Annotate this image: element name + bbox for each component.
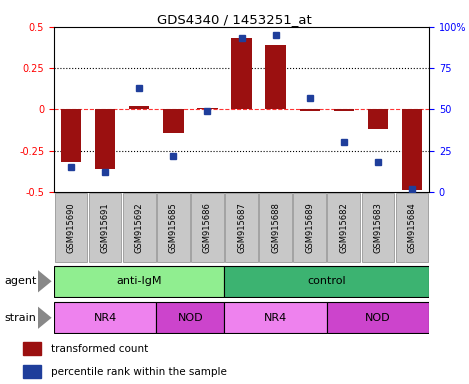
Bar: [61, 109, 81, 162]
Bar: [163, 109, 183, 132]
Bar: [225, 302, 327, 333]
Text: NOD: NOD: [365, 313, 391, 323]
Bar: [225, 193, 258, 262]
Bar: [402, 109, 422, 190]
Bar: [362, 193, 394, 262]
Text: transformed count: transformed count: [51, 344, 148, 354]
Text: GDS4340 / 1453251_at: GDS4340 / 1453251_at: [157, 13, 312, 26]
Bar: [129, 106, 150, 109]
Bar: [54, 266, 225, 297]
Bar: [259, 193, 292, 262]
Text: anti-IgM: anti-IgM: [116, 276, 162, 286]
Text: GSM915686: GSM915686: [203, 202, 212, 253]
Text: GSM915684: GSM915684: [408, 202, 416, 253]
Bar: [368, 109, 388, 129]
Bar: [225, 266, 429, 297]
Text: percentile rank within the sample: percentile rank within the sample: [51, 367, 227, 377]
Text: GSM915689: GSM915689: [305, 202, 314, 253]
Bar: [23, 365, 41, 378]
Text: control: control: [308, 276, 346, 286]
Text: strain: strain: [5, 313, 37, 323]
Bar: [265, 45, 286, 109]
Bar: [54, 193, 87, 262]
Bar: [300, 109, 320, 111]
Bar: [197, 108, 218, 109]
Text: GSM915685: GSM915685: [169, 202, 178, 253]
Text: NOD: NOD: [178, 313, 203, 323]
Text: agent: agent: [5, 276, 37, 286]
Text: GSM915690: GSM915690: [67, 202, 76, 253]
Bar: [157, 193, 189, 262]
Text: GSM915683: GSM915683: [373, 202, 383, 253]
Bar: [95, 109, 115, 169]
Polygon shape: [38, 306, 52, 329]
Bar: [191, 193, 224, 262]
Bar: [54, 302, 156, 333]
Bar: [156, 302, 225, 333]
Text: GSM915692: GSM915692: [135, 202, 144, 253]
Text: GSM915691: GSM915691: [100, 202, 110, 253]
Bar: [89, 193, 121, 262]
Bar: [231, 38, 252, 109]
Text: NR4: NR4: [264, 313, 287, 323]
Bar: [396, 193, 429, 262]
Bar: [327, 302, 429, 333]
Bar: [294, 193, 326, 262]
Polygon shape: [38, 270, 52, 293]
Bar: [23, 342, 41, 355]
Text: NR4: NR4: [93, 313, 117, 323]
Text: GSM915682: GSM915682: [340, 202, 348, 253]
Bar: [123, 193, 156, 262]
Bar: [333, 109, 354, 111]
Bar: [327, 193, 360, 262]
Text: GSM915688: GSM915688: [271, 202, 280, 253]
Text: GSM915687: GSM915687: [237, 202, 246, 253]
